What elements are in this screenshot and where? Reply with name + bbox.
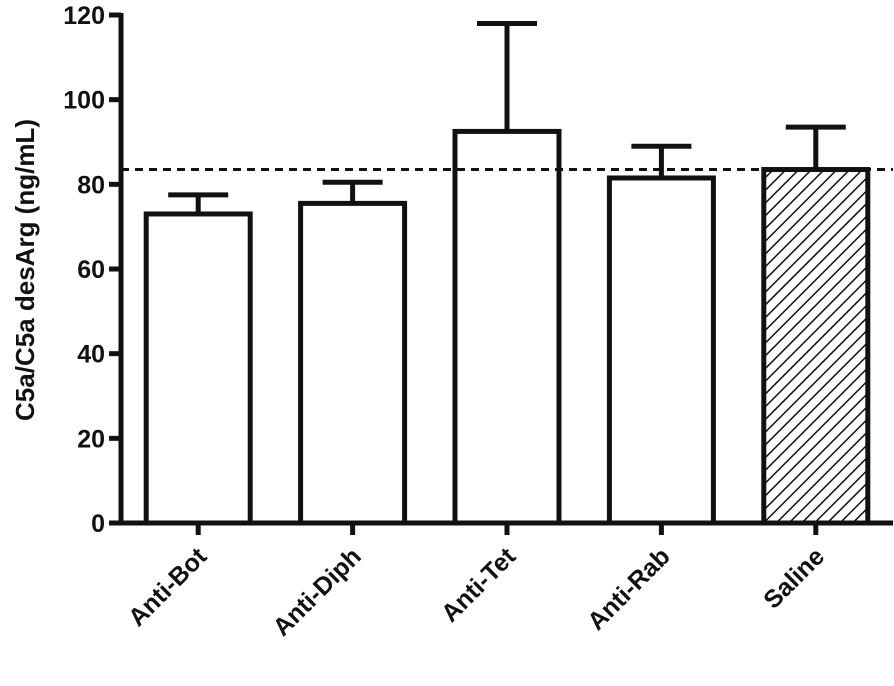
bar bbox=[606, 175, 716, 526]
y-tick-label: 80 bbox=[77, 171, 105, 199]
y-tick-label: 20 bbox=[77, 425, 105, 453]
x-tick-label: Anti-Tet bbox=[436, 542, 522, 628]
y-tick-label: 100 bbox=[63, 87, 105, 115]
x-axis-ticks: Anti-Bot Anti-Diph Anti-Tet Anti-Rab Saline bbox=[123, 523, 830, 642]
y-tick-label: 40 bbox=[77, 341, 105, 369]
bar bbox=[452, 128, 562, 526]
bar bbox=[761, 167, 871, 526]
y-tick-label: 120 bbox=[63, 2, 105, 30]
y-axis-ticks: 0 20 40 60 80 100 120 bbox=[63, 2, 121, 538]
x-tick-label: Anti-Bot bbox=[123, 542, 213, 632]
bar bbox=[143, 211, 253, 526]
x-tick-label: Anti-Diph bbox=[268, 542, 367, 641]
y-axis-title: C5a/C5a desArg (ng/mL) bbox=[10, 119, 40, 421]
bar bbox=[298, 200, 408, 526]
bars bbox=[143, 20, 871, 526]
x-tick-label: Saline bbox=[758, 542, 830, 614]
x-tick-label: Anti-Rab bbox=[582, 542, 675, 635]
y-tick-label: 60 bbox=[77, 256, 105, 284]
y-tick-label: 0 bbox=[91, 510, 105, 538]
